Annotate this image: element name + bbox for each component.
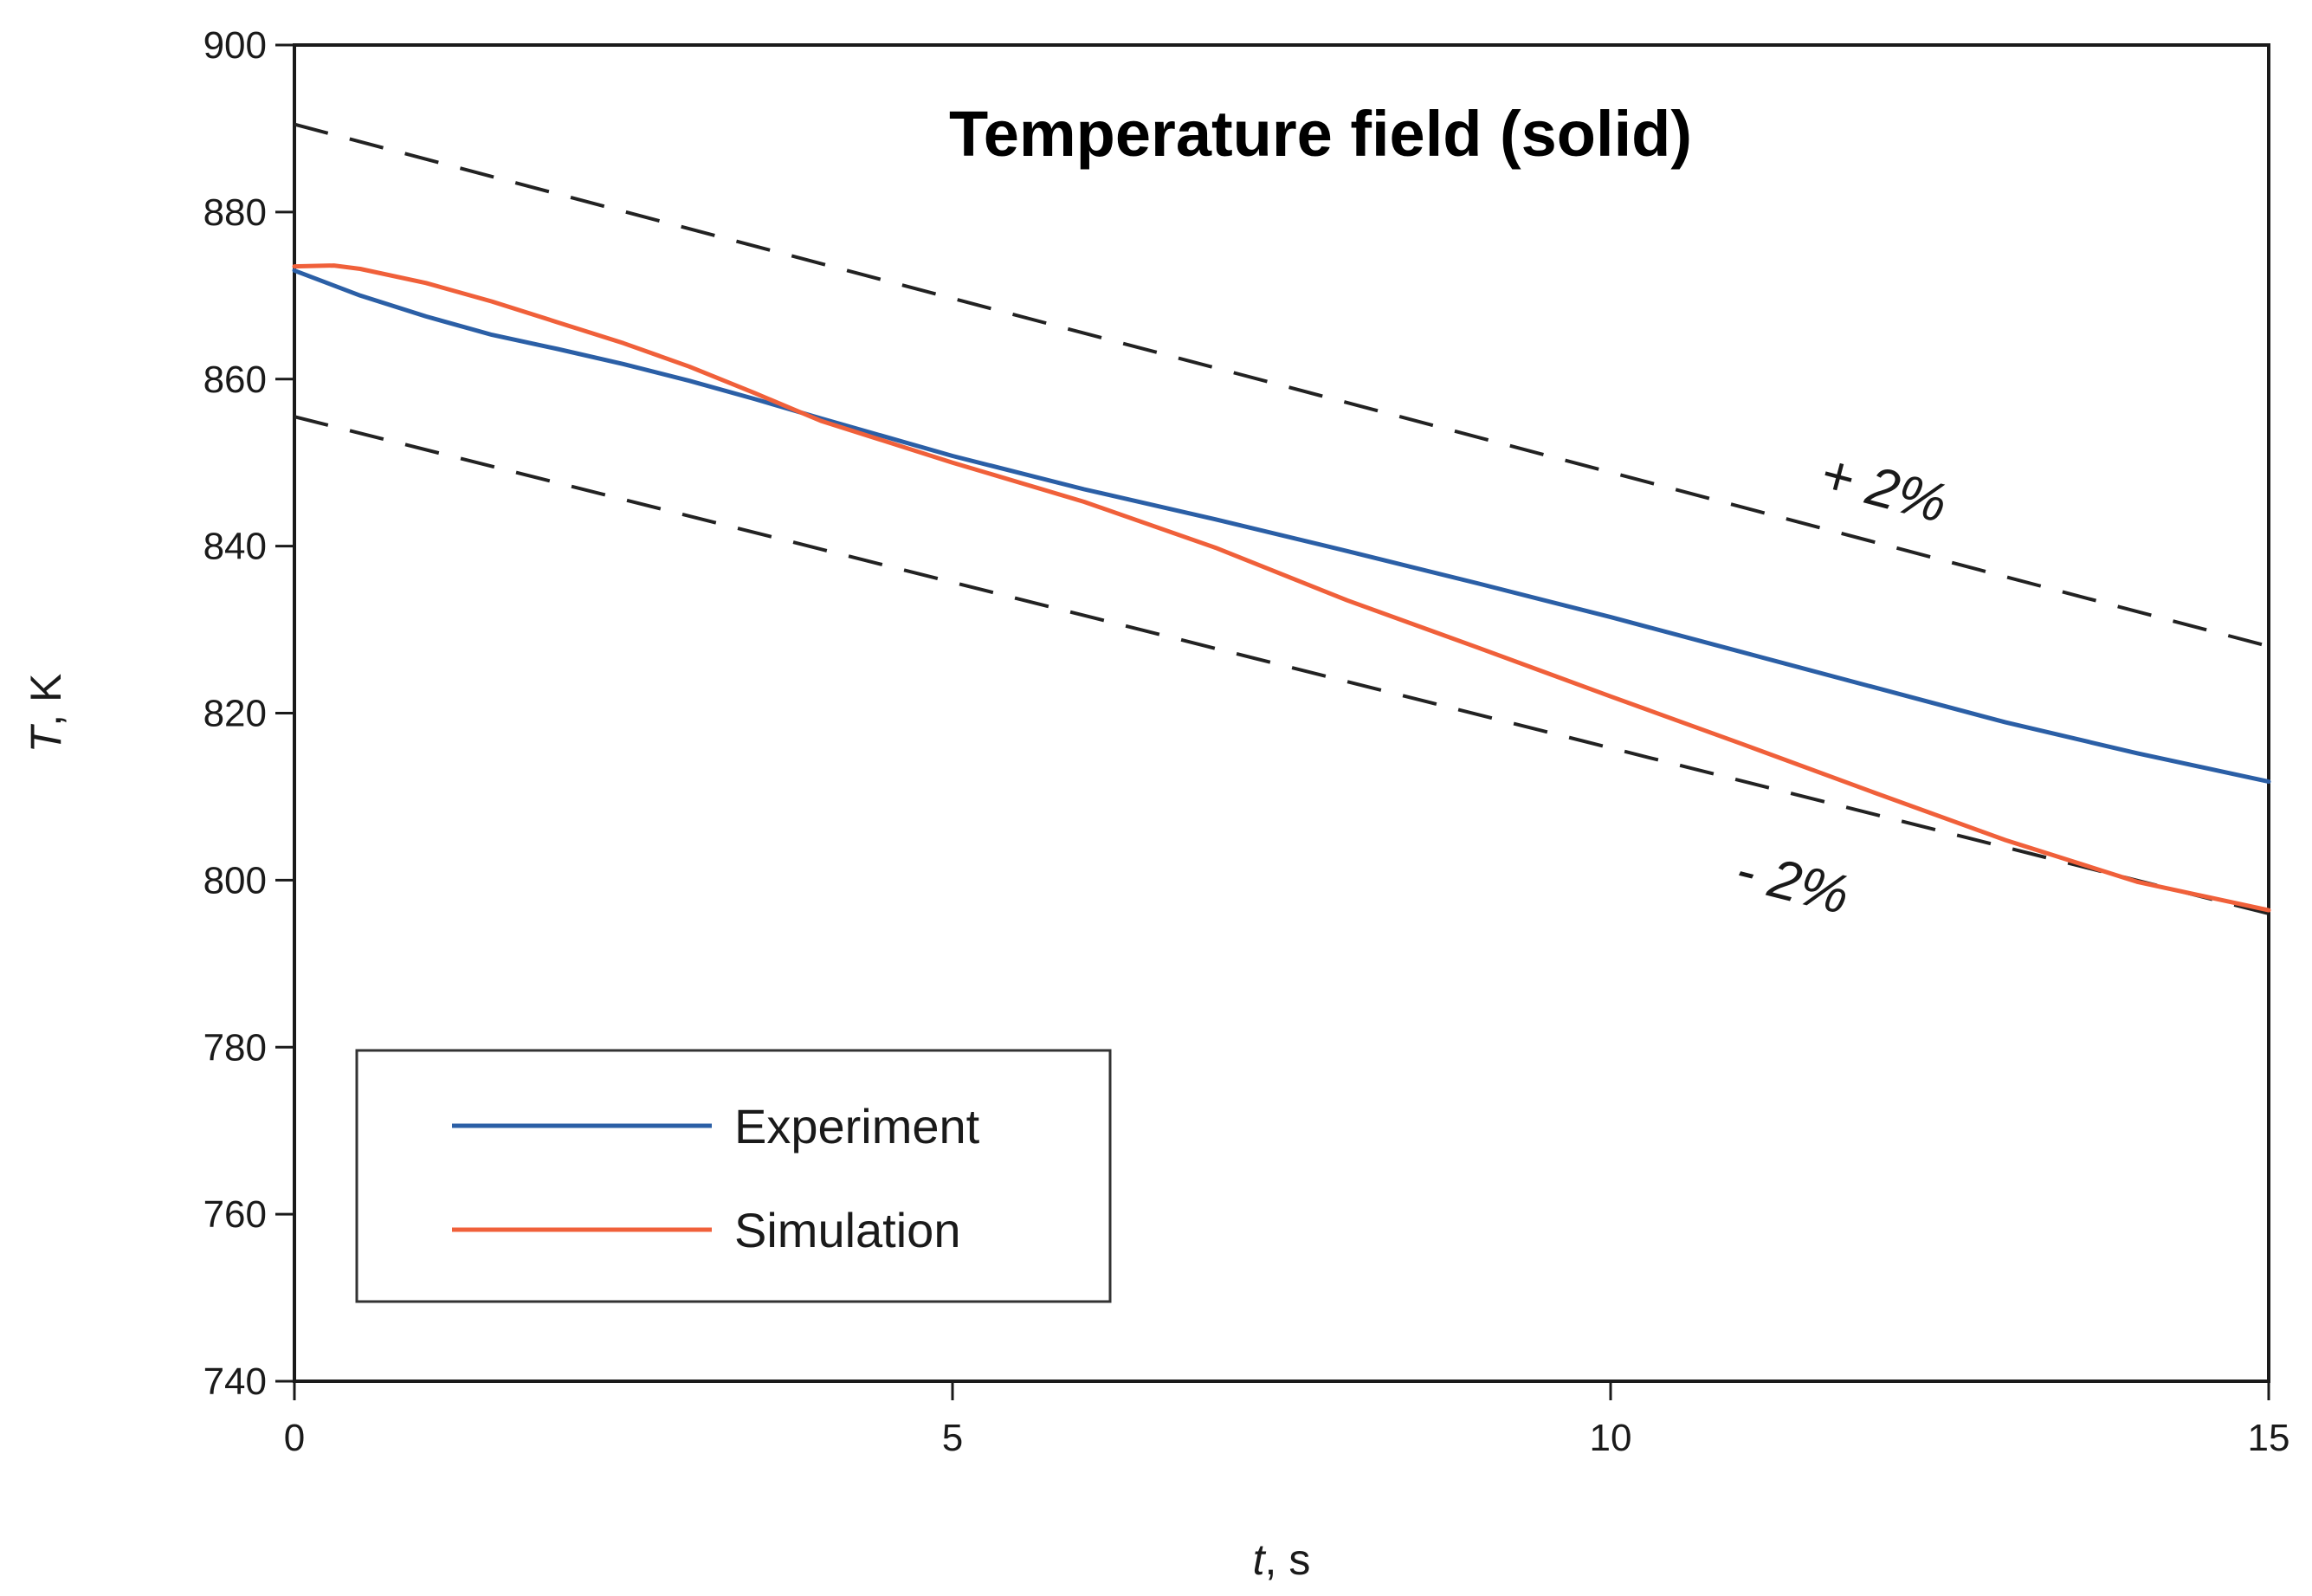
y-tick-label: 900 — [203, 24, 267, 67]
series-line-simulation — [292, 263, 2271, 913]
x-tick-label: 5 — [942, 1417, 963, 1459]
x-tick-label: 10 — [1590, 1417, 1632, 1459]
band-line-plus — [294, 122, 2270, 649]
y-tick-label: 880 — [203, 191, 267, 234]
y-tick-label: 840 — [203, 526, 267, 568]
y-axis-ticks: 740 760 780 800 820 840 860 880 900 — [203, 24, 294, 1403]
x-tick-label: 0 — [284, 1417, 305, 1459]
legend-label-experiment: Experiment — [734, 1099, 980, 1153]
y-axis-title: T, K — [22, 674, 70, 753]
band-label-plus: + 2% — [1814, 442, 1954, 534]
y-tick-label: 860 — [203, 359, 267, 401]
x-axis-ticks: 0 5 10 15 — [284, 1381, 2290, 1459]
x-tick-label: 15 — [2248, 1417, 2290, 1459]
series-line-experiment — [292, 268, 2271, 785]
series-lines — [292, 263, 2271, 913]
y-tick-label: 780 — [203, 1026, 267, 1069]
x-axis-variable: t — [1253, 1535, 1267, 1584]
y-tick-label: 760 — [203, 1193, 267, 1236]
y-tick-label: 740 — [203, 1360, 267, 1403]
y-tick-label: 800 — [203, 859, 267, 901]
chart-title: Temperature field (solid) — [949, 98, 1692, 170]
legend-box — [355, 1049, 1112, 1303]
x-axis-title: t, s — [1253, 1535, 1311, 1584]
band-lines — [294, 122, 2270, 915]
y-tick-label: 820 — [203, 693, 267, 735]
legend: Experiment Simulation — [355, 1049, 1112, 1303]
band-label-minus: - 2% — [1730, 838, 1856, 927]
y-axis-unit: , K — [22, 674, 70, 727]
y-axis-variable: T — [22, 723, 70, 753]
band-line-minus — [294, 415, 2270, 915]
x-axis-unit: , s — [1265, 1535, 1311, 1584]
legend-label-simulation: Simulation — [734, 1203, 960, 1257]
